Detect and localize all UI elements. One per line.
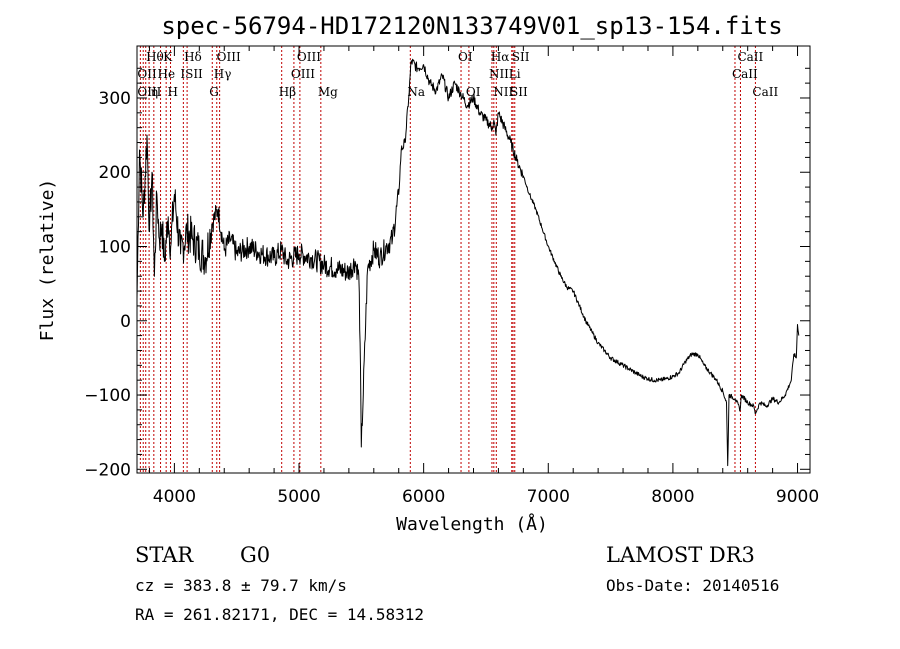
y-axis-ticks: −200 −100 0 100 200 300	[84, 67, 810, 480]
x-tick-label: 7000	[527, 487, 570, 507]
spectral-line-label: He	[158, 67, 176, 81]
coordinates: RA = 261.82171, DEC = 14.58312	[135, 605, 424, 624]
spectral-line-label: CaII	[752, 85, 778, 99]
x-axis-label: Wavelength (Å)	[396, 513, 548, 535]
spectral-line-label: K	[163, 50, 173, 64]
spectral-line-label: CaII	[737, 50, 763, 64]
y-tick-label: 0	[120, 312, 131, 332]
x-tick-label: 9000	[776, 487, 819, 507]
spectral-line-label: η	[151, 85, 158, 99]
spectral-line-label: OIII	[297, 50, 321, 64]
spectral-line-label: Hα	[491, 50, 510, 64]
x-axis-ticks: 4000 5000 6000 7000 8000 9000	[148, 46, 819, 507]
y-tick-label: 300	[99, 89, 131, 109]
spectral-line-label: OIII	[137, 85, 161, 99]
spectral-line-markers	[139, 46, 756, 473]
x-tick-label: 4000	[153, 487, 196, 507]
spectral-line-label: Hθ	[146, 50, 164, 64]
survey-name: LAMOST DR3	[606, 543, 755, 567]
spectral-line-label: Na	[407, 85, 425, 99]
x-tick-label: 6000	[402, 487, 445, 507]
spectral-line-label: Li	[509, 67, 521, 81]
y-tick-label: −100	[84, 386, 131, 406]
spectral-line-label: OI	[458, 50, 473, 64]
spectral-line-label: OIII	[217, 50, 241, 64]
spectral-line-label: Hβ	[279, 85, 296, 99]
y-tick-label: 200	[99, 163, 131, 183]
y-axis-label: Flux (relative)	[37, 179, 58, 342]
plot-frame	[136, 45, 811, 474]
object-subclass: G0	[240, 543, 270, 567]
spectral-line-label: G	[209, 85, 219, 99]
y-tick-label: −200	[84, 460, 131, 480]
spectral-line-label: Hδ	[184, 50, 202, 64]
chart-title: spec-56794-HD172120N133749V01_sp13-154.f…	[161, 12, 782, 40]
x-tick-label: 5000	[277, 487, 320, 507]
spectral-line-label: Hγ	[214, 67, 232, 81]
spectral-line-label: NII	[489, 67, 509, 81]
spectral-line-label: CaII	[732, 67, 758, 81]
flux-series-line	[136, 58, 800, 467]
object-class: STAR	[135, 543, 194, 567]
spectral-line-label: OI	[466, 85, 481, 99]
redshift-velocity: cz = 383.8 ± 79.7 km/s	[135, 576, 347, 595]
x-tick-label: 8000	[651, 487, 694, 507]
spectral-line-label: SII	[512, 50, 530, 64]
spectral-line-label: Mg	[318, 85, 338, 99]
spectral-line-label: NII	[493, 85, 513, 99]
spectral-line-label: OIII	[291, 67, 315, 81]
y-tick-label: 100	[99, 238, 131, 258]
spectral-line-label: SII	[510, 85, 528, 99]
observation-date: Obs-Date: 20140516	[606, 576, 779, 595]
spectral-line-label: H	[168, 85, 178, 99]
spectral-line-label: ISII	[180, 67, 203, 81]
spectral-line-label: OII	[137, 67, 157, 81]
